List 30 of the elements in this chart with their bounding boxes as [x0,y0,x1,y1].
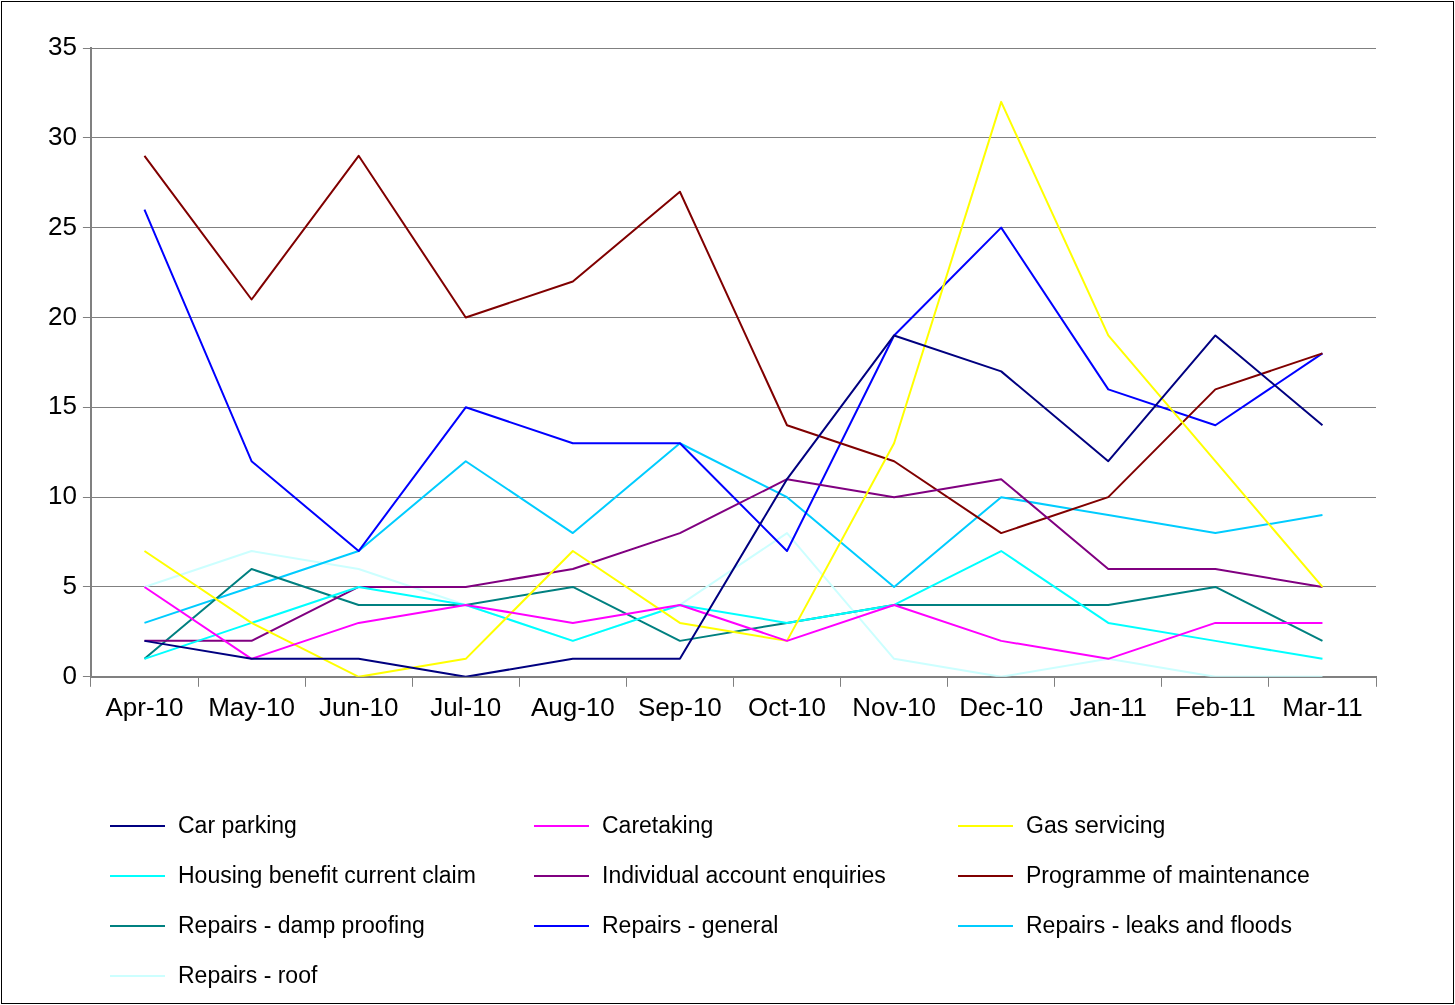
y-tick-label: 25 [48,210,77,241]
x-tick-label: Apr-10 [105,691,184,722]
legend-label: Repairs - roof [178,962,318,989]
legend-label: Repairs - damp proofing [178,912,425,939]
x-tick-label: Mar-11 [1282,691,1363,722]
x-tick-label: Nov-10 [852,691,937,722]
x-tick-label: Jul-10 [430,691,502,722]
y-tick-label: 5 [62,570,77,601]
legend-label: Repairs - general [602,912,779,939]
y-tick-label: 30 [48,121,77,151]
x-tick-label: Jun-10 [318,691,399,722]
y-tick-label: 0 [62,659,77,690]
y-tick-label: 10 [48,480,77,511]
legend-label: Individual account enquiries [602,862,886,889]
y-tick-label: 35 [48,31,77,62]
x-tick-label: Sep-10 [637,691,722,722]
x-tick-label: Oct-10 [747,691,827,722]
x-tick-label: Jan-11 [1069,691,1148,722]
legend-label: Caretaking [602,812,714,839]
x-tick-label: May-10 [208,691,295,722]
x-tick-label: Dec-10 [959,691,1044,722]
x-tick-label: Feb-11 [1175,691,1256,722]
y-tick-label: 15 [48,390,77,421]
y-tick-label: 20 [48,300,77,331]
legend-label: Car parking [178,812,297,839]
legend-label: Gas servicing [1026,812,1166,839]
legend-label: Housing benefit current claim [178,862,476,889]
x-tick-label: Aug-10 [530,691,615,722]
legend-label: Repairs - leaks and floods [1026,912,1292,939]
legend-label: Programme of maintenance [1026,862,1310,889]
